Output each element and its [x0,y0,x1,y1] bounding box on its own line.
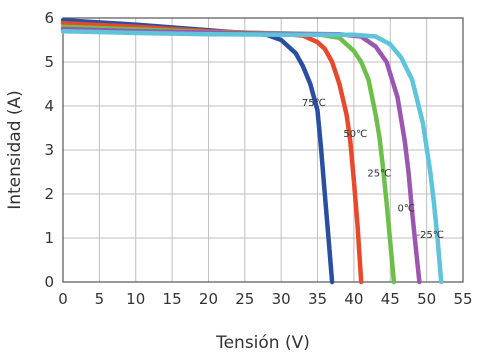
series-label: -25℃ [416,230,444,241]
series-label: 0℃ [397,204,415,215]
y-tick-label: 0 [44,273,54,291]
curves [60,17,444,285]
series-line [60,24,397,285]
x-tick-label: 5 [95,290,105,308]
series-label: 25℃ [367,168,391,179]
y-tick-label: 3 [44,141,54,159]
series-label: 50℃ [343,129,367,140]
curve-labels: 75℃ 50℃ 25℃ 0℃ -25℃ [302,98,444,241]
y-tick-label: 2 [44,185,54,203]
grid [62,17,464,283]
series-label: 75℃ [302,98,326,109]
x-tick-label: 20 [199,290,218,308]
y-tick-label: 1 [44,229,54,247]
y-tick-label: 6 [44,9,54,27]
x-axis-label: Tensión (V) [215,333,310,353]
x-tick-label: 25 [235,290,254,308]
y-tick-label: 4 [44,97,54,115]
y-axis-label: Intensidad (A) [5,90,25,210]
y-tick-label: 5 [44,53,54,71]
x-tick-label: 45 [381,290,400,308]
series-line [60,17,335,285]
x-tick-label: 35 [308,290,327,308]
x-tick-label: 15 [163,290,182,308]
x-tick-label: 0 [58,290,68,308]
x-tick-label: 30 [272,290,291,308]
series-line [60,26,422,285]
x-tick-label: 10 [126,290,145,308]
x-tick-label: 40 [344,290,363,308]
x-tick-label: 55 [453,290,472,308]
series-line [60,28,444,285]
plot-frame [62,17,464,283]
x-tick-label: 50 [417,290,436,308]
